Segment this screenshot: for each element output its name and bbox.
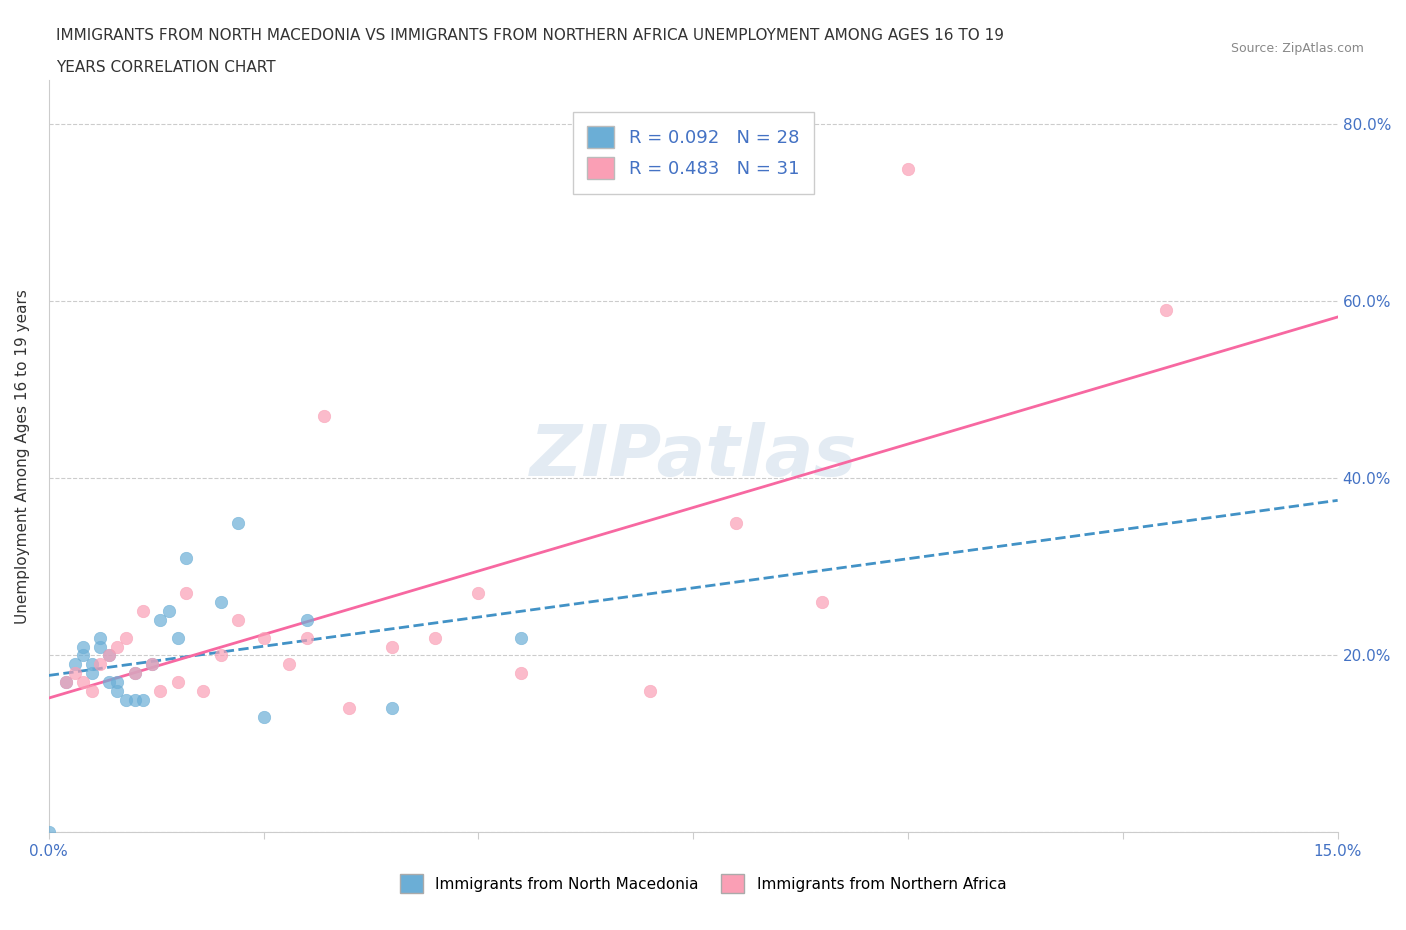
Point xyxy=(89,631,111,645)
Point xyxy=(115,692,138,707)
Point xyxy=(725,515,748,530)
Point xyxy=(132,604,155,618)
Point xyxy=(811,595,834,610)
Point xyxy=(38,825,60,840)
Point xyxy=(638,684,661,698)
Point xyxy=(278,657,301,671)
Point xyxy=(425,631,447,645)
Point xyxy=(149,613,172,628)
Point xyxy=(166,674,188,689)
Point xyxy=(252,631,274,645)
Point xyxy=(107,639,129,654)
Point xyxy=(97,674,120,689)
Point xyxy=(97,648,120,663)
Point xyxy=(89,657,111,671)
Text: IMMIGRANTS FROM NORTH MACEDONIA VS IMMIGRANTS FROM NORTHERN AFRICA UNEMPLOYMENT : IMMIGRANTS FROM NORTH MACEDONIA VS IMMIG… xyxy=(56,28,1004,43)
Point xyxy=(55,674,77,689)
Point xyxy=(97,648,120,663)
Point xyxy=(141,657,163,671)
Point xyxy=(107,674,129,689)
Point xyxy=(510,631,533,645)
Point xyxy=(63,666,86,681)
Legend: Immigrants from North Macedonia, Immigrants from Northern Africa: Immigrants from North Macedonia, Immigra… xyxy=(394,869,1012,899)
Point xyxy=(381,701,404,716)
Point xyxy=(124,666,146,681)
Point xyxy=(141,657,163,671)
Point xyxy=(124,692,146,707)
Point xyxy=(295,613,318,628)
Point xyxy=(72,674,94,689)
Point xyxy=(510,666,533,681)
Point xyxy=(115,631,138,645)
Point xyxy=(381,639,404,654)
Point xyxy=(72,648,94,663)
Point xyxy=(132,692,155,707)
Y-axis label: Unemployment Among Ages 16 to 19 years: Unemployment Among Ages 16 to 19 years xyxy=(15,289,30,624)
Point xyxy=(339,701,361,716)
Point xyxy=(157,604,180,618)
Point xyxy=(72,639,94,654)
Point xyxy=(55,674,77,689)
Point xyxy=(209,595,232,610)
Point xyxy=(193,684,215,698)
Point xyxy=(174,586,197,601)
Point xyxy=(312,409,335,424)
Legend: R = 0.092   N = 28, R = 0.483   N = 31: R = 0.092 N = 28, R = 0.483 N = 31 xyxy=(572,112,814,193)
Point xyxy=(174,551,197,565)
Point xyxy=(107,684,129,698)
Point xyxy=(63,657,86,671)
Point xyxy=(166,631,188,645)
Point xyxy=(80,666,103,681)
Point xyxy=(80,657,103,671)
Point xyxy=(124,666,146,681)
Point xyxy=(89,639,111,654)
Text: ZIPatlas: ZIPatlas xyxy=(530,421,856,491)
Text: YEARS CORRELATION CHART: YEARS CORRELATION CHART xyxy=(56,60,276,75)
Point xyxy=(467,586,489,601)
Point xyxy=(209,648,232,663)
Point xyxy=(1154,303,1177,318)
Point xyxy=(295,631,318,645)
Text: Source: ZipAtlas.com: Source: ZipAtlas.com xyxy=(1230,42,1364,55)
Point xyxy=(226,613,249,628)
Point xyxy=(80,684,103,698)
Point xyxy=(897,161,920,176)
Point xyxy=(149,684,172,698)
Point xyxy=(252,710,274,724)
Point xyxy=(226,515,249,530)
